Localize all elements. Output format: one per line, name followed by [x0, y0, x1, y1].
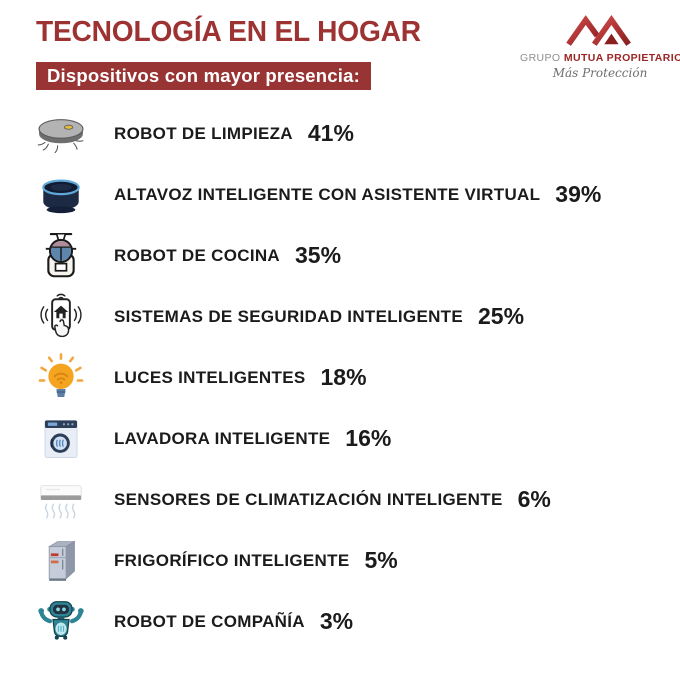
list-item: SENSORES DE CLIMATIZACIÓN INTELIGENTE 6%	[0, 469, 680, 530]
brand-logo: GRUPO MUTUA PROPIETARIOS Más Protección	[520, 10, 680, 80]
subtitle-text: Dispositivos con mayor presencia:	[47, 65, 360, 86]
subtitle-banner: Dispositivos con mayor presencia:	[36, 62, 371, 90]
brand-name: GRUPO MUTUA PROPIETARIOS	[520, 52, 680, 64]
item-value: 5%	[364, 547, 398, 573]
smart-bulb-icon	[33, 350, 89, 406]
brand-main-text: MUTUA PROPIETARIOS	[563, 52, 680, 64]
item-value: 39%	[555, 181, 602, 207]
list-item: LUCES INTELIGENTES 18%	[0, 347, 680, 408]
item-label: ROBOT DE LIMPIEZA	[114, 123, 293, 143]
list-item: ROBOT DE COMPAÑÍA 3%	[0, 591, 680, 652]
item-label: ROBOT DE COMPAÑÍA	[114, 611, 305, 631]
item-value: 41%	[307, 120, 354, 146]
kitchen-robot-icon	[33, 228, 89, 284]
security-system-icon	[33, 289, 89, 345]
item-label: FRIGORÍFICO INTELIGENTE	[114, 550, 350, 570]
smart-speaker-icon	[33, 167, 89, 223]
item-label: LUCES INTELIGENTES	[114, 367, 306, 387]
robot-vacuum-icon	[33, 106, 89, 162]
fridge-icon	[33, 533, 89, 589]
list-item: LAVADORA INTELIGENTE 16%	[0, 408, 680, 469]
list-item: ALTAVOZ INTELIGENTE CON ASISTENTE VIRTUA…	[0, 164, 680, 225]
item-label: SENSORES DE CLIMATIZACIÓN INTELIGENTE	[114, 489, 503, 509]
item-label: LAVADORA INTELIGENTE	[114, 428, 331, 448]
list-item: SISTEMAS DE SEGURIDAD INTELIGENTE 25%	[0, 286, 680, 347]
brand-tagline: Más Protección	[552, 66, 648, 80]
device-list: ROBOT DE LIMPIEZA 41% ALTAVOZ INTELIGENT…	[0, 103, 680, 652]
brand-mark-icon	[566, 15, 631, 46]
item-value: 16%	[345, 425, 392, 451]
item-label: ROBOT DE COCINA	[114, 245, 280, 265]
air-conditioner-icon	[33, 472, 89, 528]
item-label: SISTEMAS DE SEGURIDAD INTELIGENTE	[114, 306, 463, 326]
brand-group-text: GRUPO	[520, 52, 561, 64]
item-value: 25%	[478, 303, 525, 329]
item-value: 3%	[319, 608, 354, 634]
list-item: ROBOT DE LIMPIEZA 41%	[0, 103, 680, 164]
item-value: 6%	[517, 486, 551, 512]
washing-machine-icon	[33, 411, 89, 467]
list-item: FRIGORÍFICO INTELIGENTE 5%	[0, 530, 680, 591]
page-title: TECNOLOGÍA EN EL HOGAR	[36, 16, 421, 48]
list-item: ROBOT DE COCINA 35%	[0, 225, 680, 286]
item-value: 18%	[320, 364, 367, 390]
item-label: ALTAVOZ INTELIGENTE CON ASISTENTE VIRTUA…	[114, 184, 541, 204]
item-value: 35%	[295, 242, 342, 268]
companion-robot-icon	[33, 594, 89, 650]
